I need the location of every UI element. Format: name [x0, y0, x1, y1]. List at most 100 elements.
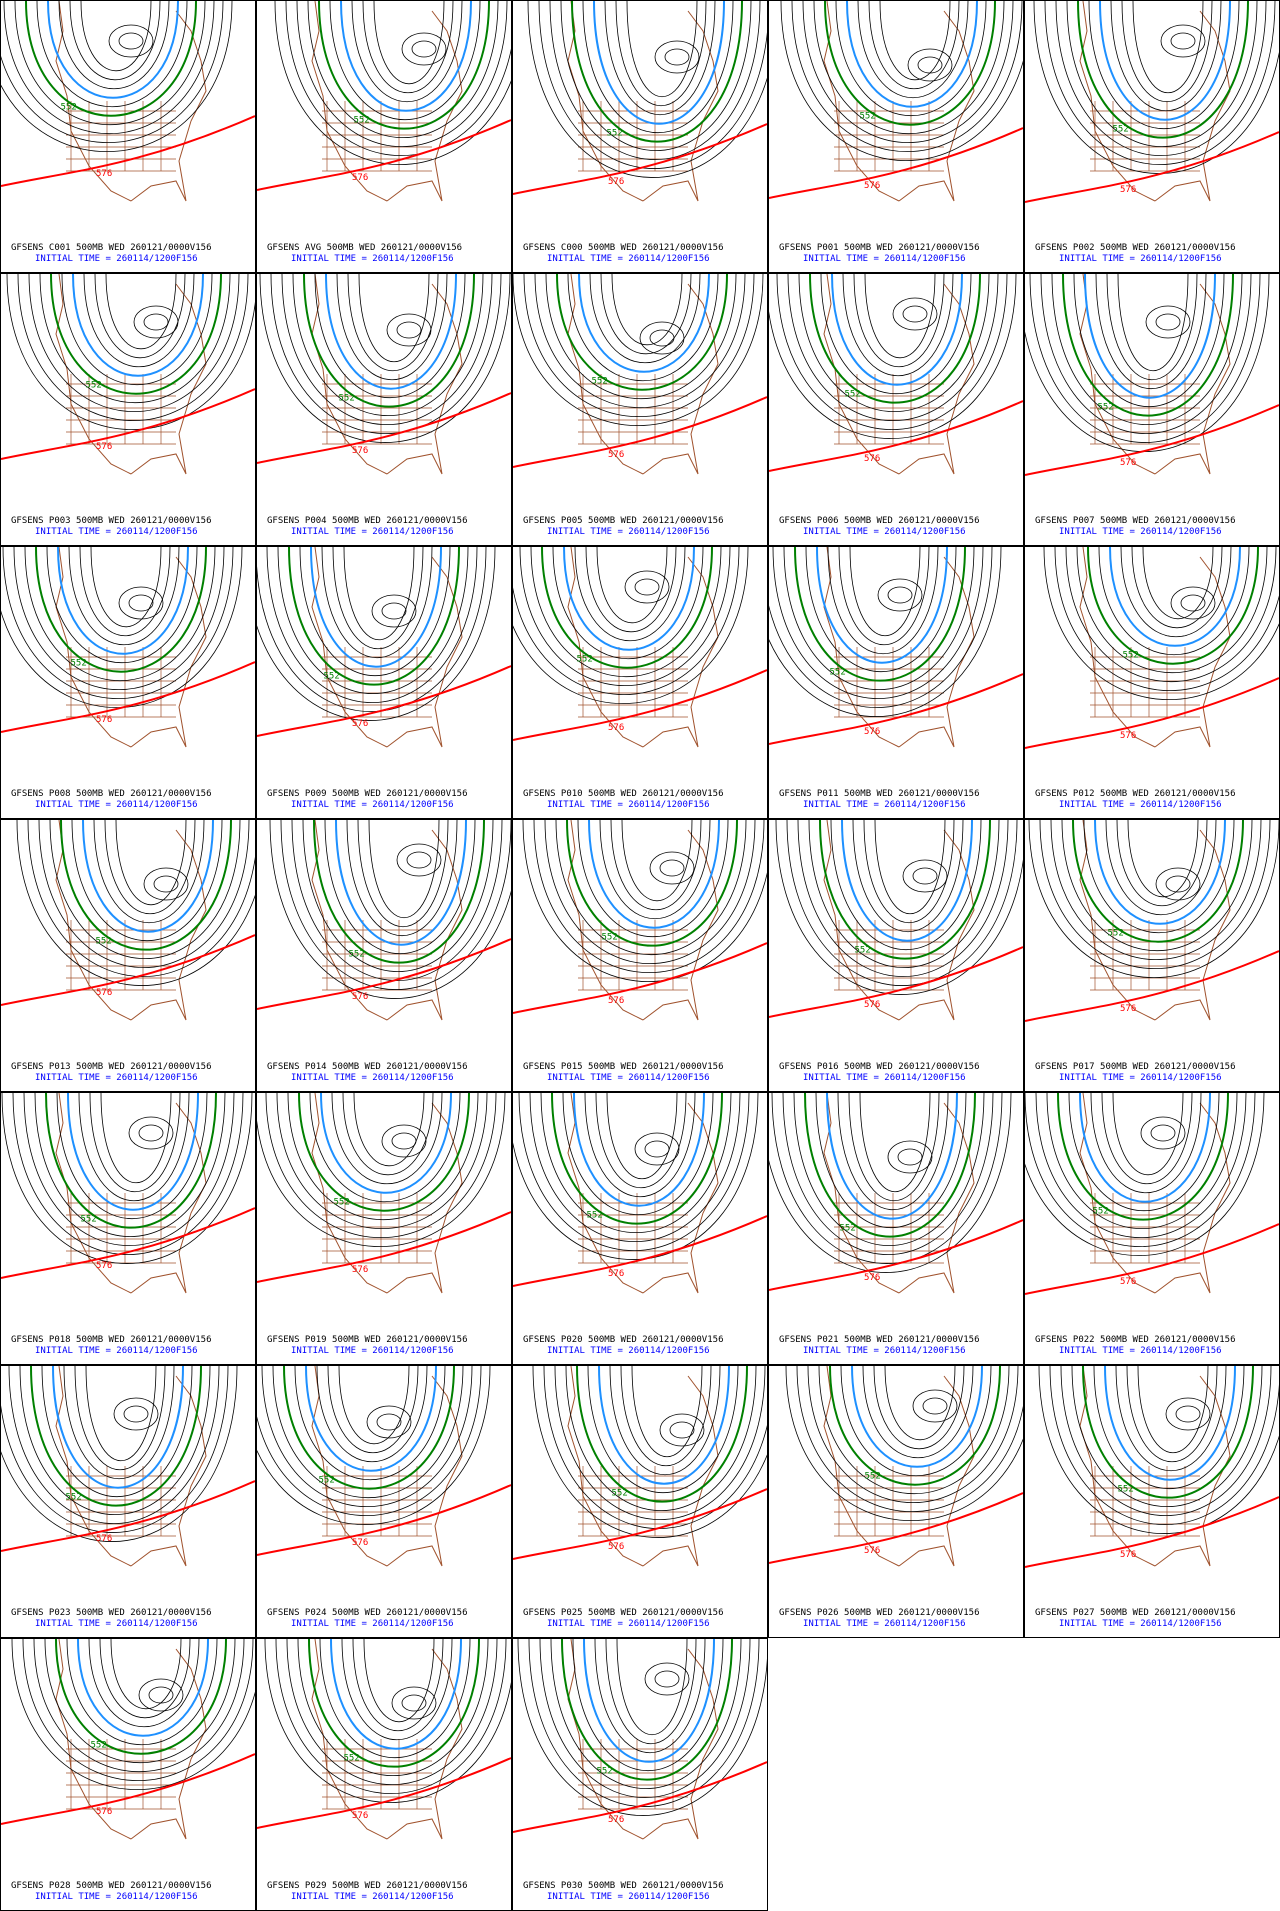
- map: 552 576: [769, 1366, 1023, 1567]
- contour-576: [1025, 131, 1279, 203]
- panel-title: GFSENS P016 500MB WED 260121/0000V156: [779, 1062, 980, 1072]
- closed-low: [649, 851, 695, 885]
- contour: [621, 820, 693, 901]
- closed-low: [669, 1421, 695, 1439]
- contour: [80, 1, 152, 71]
- map-panel: 552 576 GFSENS P011 500MB WED 260121/0000V…: [768, 546, 1024, 819]
- contour: [1087, 547, 1259, 665]
- contour: [611, 274, 683, 345]
- contour: [352, 1639, 444, 1731]
- contour: [1, 547, 243, 708]
- closed-low: [128, 1116, 174, 1150]
- map: 552 576: [257, 274, 511, 475]
- map-panel: 552 576 GFSENS C000 500MB WED 260121/0000V…: [512, 0, 768, 273]
- contour: [582, 1, 734, 133]
- contour: [362, 1, 454, 93]
- contour: [551, 1093, 723, 1225]
- contour: [566, 820, 738, 947]
- initial-time: INITIAL TIME = 260114/1200F156: [803, 527, 966, 537]
- panel-title: GFSENS P015 500MB WED 260121/0000V156: [523, 1062, 724, 1072]
- map: 552 576: [513, 820, 767, 1021]
- contour-576: [513, 942, 767, 1014]
- contour: [358, 274, 430, 363]
- contour: [589, 274, 701, 363]
- initial-time: INITIAL TIME = 260114/1200F156: [1059, 1346, 1222, 1356]
- closed-low: [644, 1662, 690, 1696]
- contour: [604, 1, 716, 115]
- contour: [336, 274, 448, 381]
- closed-low: [887, 586, 913, 604]
- map: 552 576: [513, 274, 767, 475]
- contour: [584, 1093, 696, 1198]
- contour: [283, 1366, 455, 1490]
- contour-576: [257, 1484, 511, 1556]
- contour-label: 552: [607, 129, 623, 139]
- panel-title: GFSENS C000 500MB WED 260121/0000V156: [523, 243, 724, 253]
- map: 552 576: [769, 1093, 1023, 1294]
- contour: [837, 1093, 949, 1210]
- contour: [841, 820, 973, 942]
- contour: [574, 547, 686, 641]
- contour-label: 576: [864, 1546, 880, 1556]
- contour: [851, 1366, 983, 1468]
- panel-title: GFSENS P024 500MB WED 260121/0000V156: [267, 1608, 468, 1618]
- contour: [1115, 1366, 1227, 1472]
- closed-low: [366, 1405, 412, 1439]
- contour: [1110, 1, 1222, 111]
- contour: [16, 820, 255, 986]
- contour-label: 552: [597, 1767, 613, 1777]
- contour: [85, 1366, 157, 1462]
- contour: [8, 1366, 220, 1525]
- contour: [585, 547, 677, 633]
- closed-low: [411, 40, 437, 58]
- contour: [287, 1093, 479, 1220]
- contour-label: 552: [354, 116, 370, 126]
- closed-low: [1170, 586, 1216, 620]
- contour-576: [1025, 950, 1279, 1022]
- contour-576: [257, 1757, 511, 1829]
- contour: [513, 547, 740, 695]
- map: 552 576: [513, 1639, 767, 1840]
- contour-label: 552: [840, 1224, 856, 1234]
- contour: [857, 1, 969, 99]
- map-panel: 552 576 GFSENS P005 500MB WED 260121/0000V…: [512, 273, 768, 546]
- contour: [528, 1639, 760, 1807]
- contour-label: 552: [577, 655, 593, 665]
- closed-low: [108, 24, 154, 58]
- panel-title: GFSENS P004 500MB WED 260121/0000V156: [267, 516, 468, 526]
- contour: [1106, 274, 1198, 381]
- panel-title: GFSENS P006 500MB WED 260121/0000V156: [779, 516, 980, 526]
- map: 552 576: [513, 1093, 767, 1294]
- contour-576: [513, 123, 767, 195]
- coastline: [1079, 547, 1231, 748]
- contour: [539, 1639, 751, 1799]
- closed-low: [391, 1132, 417, 1150]
- closed-low: [123, 1405, 149, 1423]
- panel-title: GFSENS P030 500MB WED 260121/0000V156: [523, 1881, 724, 1891]
- closed-low: [887, 1140, 933, 1174]
- contour: [1132, 1, 1204, 94]
- initial-time: INITIAL TIME = 260114/1200F156: [547, 527, 710, 537]
- contour: [269, 820, 511, 999]
- contour-576: [1, 1480, 255, 1552]
- contour-label: 576: [96, 1807, 112, 1817]
- contour: [36, 1, 188, 107]
- map-panel: 552 576 GFSENS P017 500MB WED 260121/0000V…: [1024, 819, 1280, 1092]
- closed-low: [1175, 1405, 1201, 1423]
- contour: [343, 547, 415, 641]
- closed-low: [1180, 594, 1206, 612]
- contour: [540, 1093, 732, 1234]
- closed-low: [396, 843, 442, 877]
- contour-label: 576: [1120, 458, 1136, 468]
- contour: [340, 1, 472, 112]
- contour: [1093, 1366, 1245, 1490]
- contour-label: 576: [96, 1534, 112, 1544]
- contour-label: 552: [1118, 1485, 1134, 1495]
- contour: [83, 274, 195, 367]
- contour: [852, 820, 964, 932]
- panel-title: GFSENS AVG 500MB WED 260121/0000V156: [267, 243, 463, 253]
- contour: [341, 1639, 453, 1741]
- contour: [815, 1093, 967, 1228]
- contour-label: 576: [96, 715, 112, 725]
- contour: [868, 1, 960, 89]
